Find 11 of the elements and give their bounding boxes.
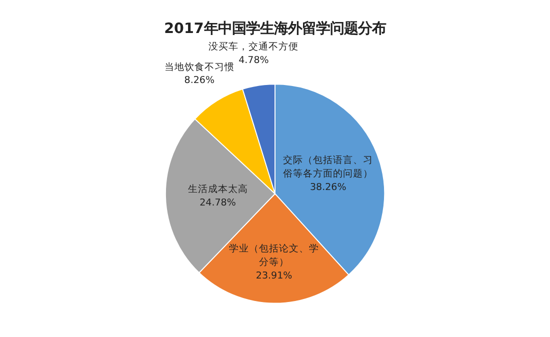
chart-title: 2017年中国学生海外留学问题分布 xyxy=(164,20,386,37)
data-label: 24.78% xyxy=(200,197,236,208)
data-label: 38.26% xyxy=(310,182,346,193)
data-label: 23.91% xyxy=(256,270,292,282)
data-label: 8.26% xyxy=(184,75,214,86)
data-label: 4.78% xyxy=(238,54,269,66)
slice-label: 学业（包括论文、学分等） xyxy=(229,242,320,268)
slice-label: 没买车，交通不方便 xyxy=(208,40,299,53)
slice-label: 生活成本太高 xyxy=(188,182,248,195)
slice-label: 当地饮食不习惯 xyxy=(164,60,234,73)
slice-label: 交际（包括语言、习俗等各方面的问题） xyxy=(283,154,374,180)
